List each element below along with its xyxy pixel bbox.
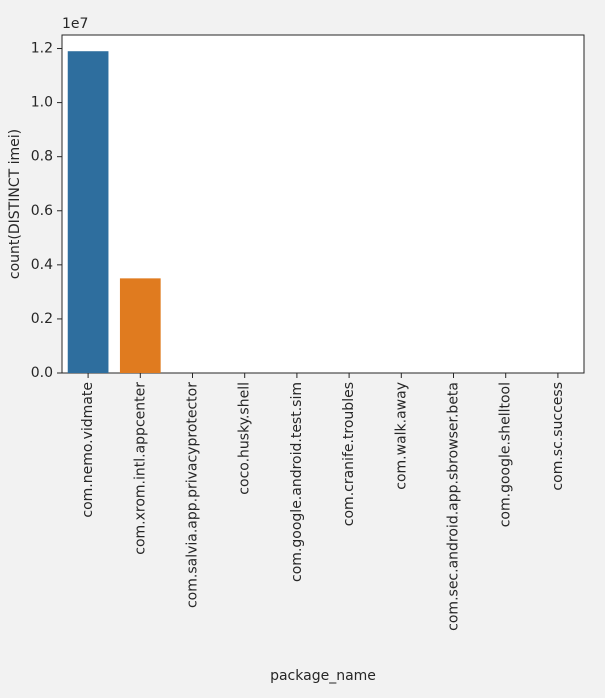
x-tick-label-3: coco.husky.shell — [237, 382, 253, 495]
y-tick-label-4: 0.8 — [31, 149, 53, 165]
x-tick-label-9: com.sc.success — [550, 382, 566, 491]
y-axis-offset-label: 1e7 — [62, 16, 88, 32]
bars-group — [67, 51, 161, 373]
y-axis: 0.0 0.2 0.4 0.6 0.8 1.0 1.2 — [31, 41, 62, 381]
y-tick-label-1: 0.2 — [31, 311, 53, 327]
x-axis: com.nemo.vidmate com.xrom.intl.appcenter c… — [80, 373, 566, 631]
x-tick-label-8: com.google.shelltool — [498, 382, 514, 527]
y-tick-label-5: 1.0 — [31, 95, 53, 111]
x-tick-label-6: com.walk.away — [393, 382, 409, 490]
x-tick-label-5: com.cranife.troubles — [341, 382, 357, 526]
x-tick-label-0: com.nemo.vidmate — [80, 382, 96, 518]
bar-0 — [67, 51, 109, 373]
x-tick-label-2: com.salvia.app.privacyprotector — [185, 382, 201, 608]
bar-1 — [119, 278, 161, 373]
y-tick-label-6: 1.2 — [31, 41, 53, 57]
y-tick-label-0: 0.0 — [31, 365, 53, 381]
x-axis-label: package_name — [270, 668, 376, 684]
y-tick-label-2: 0.4 — [31, 257, 53, 273]
y-tick-label-3: 0.6 — [31, 203, 53, 219]
y-axis-label: count(DISTINCT imei) — [7, 129, 23, 279]
x-tick-label-1: com.xrom.intl.appcenter — [132, 382, 148, 555]
x-tick-label-4: com.google.android.test.sim — [289, 382, 305, 582]
x-tick-label-7: com.sec.android.app.sbrowser.beta — [446, 382, 462, 631]
